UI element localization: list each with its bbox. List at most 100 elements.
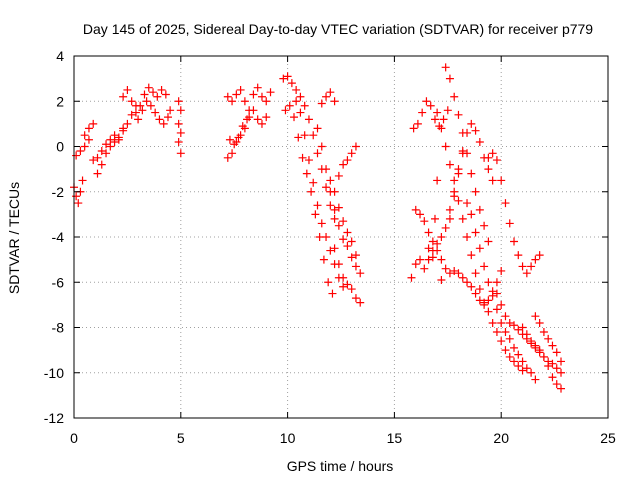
series-arc-27 [518, 323, 566, 393]
data-point [454, 196, 463, 205]
data-point [144, 83, 153, 92]
y-tick-label: -12 [44, 410, 64, 426]
data-point [322, 92, 331, 101]
x-tick-label: 5 [177, 430, 185, 446]
data-point [475, 244, 484, 253]
data-point [443, 106, 452, 115]
data-point [445, 74, 454, 83]
data-point [422, 97, 431, 106]
data-point [510, 357, 519, 366]
data-point [450, 192, 459, 201]
data-point [136, 101, 145, 110]
data-point [330, 97, 339, 106]
data-point [283, 72, 292, 81]
series-arc-25 [484, 149, 544, 278]
data-point [343, 156, 352, 165]
data-point [428, 253, 437, 262]
data-point [253, 115, 262, 124]
data-point [510, 343, 519, 352]
data-point [127, 110, 136, 119]
data-point [351, 251, 360, 260]
data-point [110, 137, 119, 146]
data-point [119, 92, 128, 101]
data-point [356, 298, 365, 307]
data-point [492, 156, 501, 165]
data-point [433, 239, 442, 248]
data-point [72, 192, 81, 201]
data-point [497, 300, 506, 309]
data-point [89, 156, 98, 165]
data-point [426, 101, 435, 110]
series-arc-6 [174, 97, 185, 158]
data-point [463, 199, 472, 208]
series-outliers [424, 176, 446, 284]
data-point [262, 97, 271, 106]
data-point [74, 199, 83, 208]
data-point [484, 153, 493, 162]
data-point [155, 115, 164, 124]
series-arc-2 [72, 101, 140, 178]
data-point [326, 176, 335, 185]
y-tick-label: -10 [44, 365, 64, 381]
data-point [334, 260, 343, 269]
data-point [334, 221, 343, 230]
axis-ticks [73, 55, 609, 419]
data-point [257, 119, 266, 128]
data-point [78, 176, 87, 185]
series-arc-15 [330, 244, 365, 307]
data-point [484, 237, 493, 246]
series-arc-28 [531, 312, 566, 366]
data-point [445, 214, 454, 223]
data-point [326, 88, 335, 97]
data-point [324, 278, 333, 287]
data-point [501, 346, 510, 355]
data-point [317, 99, 326, 108]
data-point [249, 90, 258, 99]
data-point [484, 307, 493, 316]
data-point [339, 273, 348, 282]
data-point [527, 262, 536, 271]
data-point [161, 90, 170, 99]
data-point [497, 337, 506, 346]
data-point [149, 88, 158, 97]
data-point [326, 187, 335, 196]
data-point [450, 92, 459, 101]
data-point [441, 223, 450, 232]
data-point [230, 140, 239, 149]
data-point [505, 219, 514, 228]
data-point [548, 373, 557, 382]
data-point [102, 140, 111, 149]
data-point [471, 269, 480, 278]
data-point [339, 282, 348, 291]
gridlines [74, 56, 608, 418]
data-point [539, 352, 548, 361]
data-point [347, 149, 356, 158]
data-point [557, 357, 566, 366]
data-point [527, 368, 536, 377]
data-point [290, 113, 299, 122]
data-point [501, 328, 510, 337]
data-point [518, 262, 527, 271]
data-point [488, 149, 497, 158]
data-point [351, 294, 360, 303]
data-point [409, 124, 418, 133]
data-point [531, 375, 540, 384]
series-arc-19 [407, 149, 467, 282]
data-point [539, 328, 548, 337]
series-arc-18 [409, 97, 452, 133]
data-point [322, 183, 331, 192]
data-point [174, 119, 183, 128]
series-arc-3 [80, 119, 128, 162]
data-point [433, 108, 442, 117]
data-point [93, 153, 102, 162]
y-tick-label: -4 [52, 229, 65, 245]
y-tick-label: 4 [56, 48, 64, 64]
data-point [223, 153, 232, 162]
data-point [467, 251, 476, 260]
data-point [302, 169, 311, 178]
data-point [418, 108, 427, 117]
data-point [535, 318, 544, 327]
data-point [138, 106, 147, 115]
data-point [159, 119, 168, 128]
data-point [411, 205, 420, 214]
